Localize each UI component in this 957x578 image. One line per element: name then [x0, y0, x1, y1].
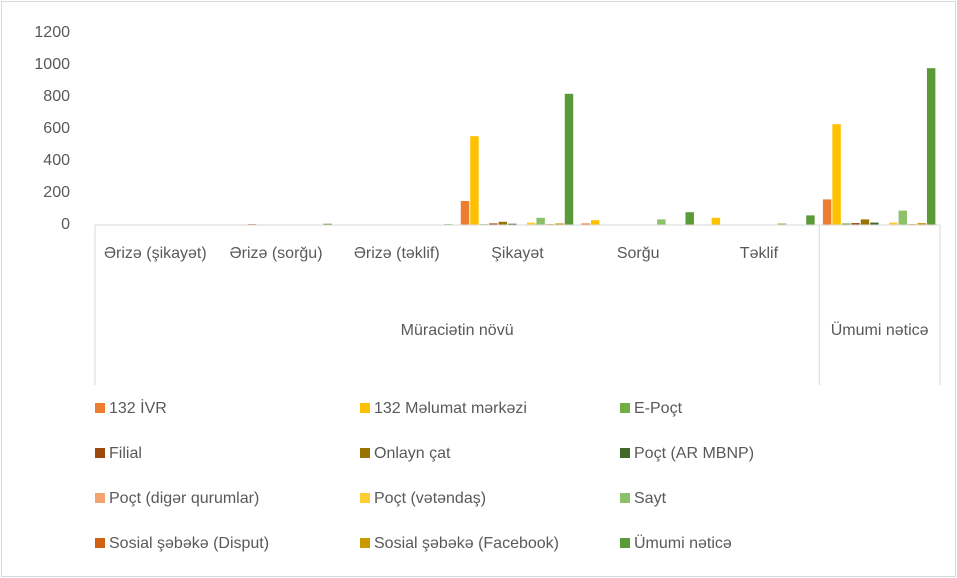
legend-label: 132 İVR — [109, 400, 167, 417]
legend-label: Filial — [109, 445, 142, 462]
legend-swatch — [620, 403, 630, 413]
legend-swatch — [95, 448, 105, 458]
group-label: Müraciətin növü — [400, 322, 514, 339]
bar — [917, 223, 926, 225]
bar — [870, 222, 879, 225]
legend-swatch — [95, 493, 105, 503]
y-tick-label: 400 — [43, 152, 70, 169]
x-tick-label: Şikayət — [491, 245, 544, 262]
legend-swatch — [620, 448, 630, 458]
legend-swatch — [360, 493, 370, 503]
bar — [711, 217, 721, 225]
legend-item: 132 Məlumat mərkəzi — [360, 400, 527, 418]
legend-label: Sosial şəbəkə (Disput) — [109, 535, 270, 552]
bar — [564, 93, 574, 225]
legend-swatch — [360, 538, 370, 548]
y-tick-label: 0 — [61, 216, 70, 233]
bar — [508, 223, 517, 225]
legend-swatch — [360, 448, 370, 458]
legend-swatch — [620, 538, 630, 548]
legend-label: Onlayn çat — [374, 445, 451, 462]
bar — [489, 223, 498, 225]
bar — [526, 222, 536, 225]
legend-item: Filial — [95, 445, 142, 463]
group-label: Ümumi nəticə — [830, 322, 929, 339]
bar — [841, 223, 851, 225]
x-tick-label: Təklif — [739, 245, 779, 262]
bar — [851, 223, 860, 225]
legend-item: 132 İVR — [95, 400, 167, 418]
legend-label: Sosial şəbəkə (Facebook) — [374, 535, 559, 552]
bar — [536, 217, 545, 225]
legend-label: Poçt (AR MBNP) — [634, 445, 755, 462]
legend-swatch — [95, 403, 105, 413]
bar — [926, 68, 936, 225]
y-tick-label: 1200 — [34, 24, 70, 41]
legend-label: Sayt — [634, 490, 667, 507]
legend-item: Poçt (AR MBNP) — [620, 445, 754, 463]
legend-label: Ümumi nəticə — [634, 535, 732, 552]
legend-swatch — [620, 493, 630, 503]
bar — [555, 223, 564, 225]
bar — [323, 223, 332, 225]
y-tick-label: 200 — [43, 184, 70, 201]
legend-item: E-Poçt — [620, 400, 682, 418]
legend-item: Poçt (vətəndaş) — [360, 490, 486, 508]
bar — [860, 219, 870, 225]
bar — [581, 223, 590, 225]
legend-item: Ümumi nəticə — [620, 535, 732, 553]
y-tick-label: 600 — [43, 120, 70, 137]
bar — [898, 210, 908, 225]
legend-item: Sosial şəbəkə (Disput) — [95, 535, 269, 553]
legend-swatch — [360, 403, 370, 413]
legend-label: Poçt (vətəndaş) — [374, 490, 487, 507]
legend-item: Sosial şəbəkə (Facebook) — [360, 535, 559, 553]
bar — [498, 221, 508, 225]
bar — [889, 222, 898, 225]
bar — [822, 199, 832, 225]
legend-item: Poçt (digər qurumlar) — [95, 490, 259, 508]
bar — [832, 124, 841, 225]
x-tick-label: Ərizə (şikayət) — [103, 245, 207, 262]
x-tick-label: Sorğu — [616, 245, 660, 262]
bar — [657, 219, 666, 225]
bar — [470, 136, 479, 225]
x-tick-label: Ərizə (təklif) — [353, 245, 440, 262]
x-tick-label: Ərizə (sorğu) — [229, 245, 323, 262]
legend-item: Sayt — [620, 490, 666, 508]
legend-label: Poçt (digər qurumlar) — [109, 490, 260, 507]
legend-label: E-Poçt — [634, 400, 683, 417]
legend-label: 132 Məlumat mərkəzi — [374, 400, 527, 417]
legend-item: Onlayn çat — [360, 445, 450, 463]
bar — [685, 212, 694, 225]
bar — [806, 215, 815, 225]
legend-swatch — [95, 538, 105, 548]
y-tick-label: 800 — [43, 88, 70, 105]
bar — [460, 201, 470, 225]
y-tick-label: 1000 — [34, 56, 70, 73]
bar — [590, 220, 600, 225]
bar — [777, 223, 787, 225]
